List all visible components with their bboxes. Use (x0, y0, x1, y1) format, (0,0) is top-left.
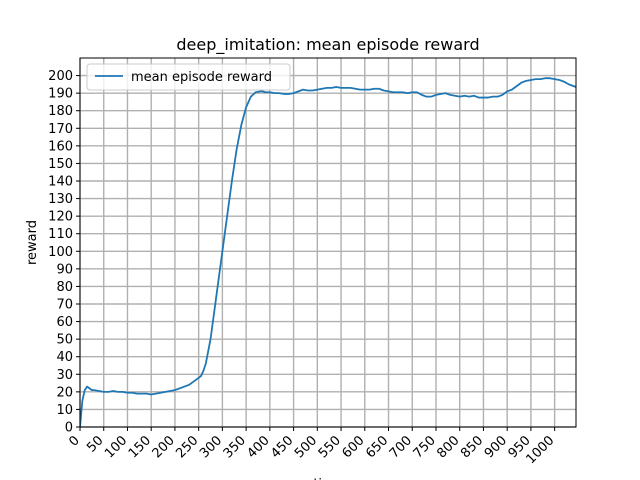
y-tick-label: 130 (48, 192, 73, 207)
y-tick-label: 190 (48, 87, 73, 102)
plot-frame (79, 57, 577, 428)
y-tick-label: 10 (56, 403, 73, 418)
legend-label: mean episode reward (131, 70, 272, 85)
y-tick-label: 70 (56, 298, 73, 313)
y-tick-label: 80 (56, 280, 73, 295)
y-axis-label: reward (25, 220, 40, 265)
y-tick-label: 110 (48, 227, 73, 242)
y-tick-label: 150 (48, 157, 73, 172)
chart-title: deep_imitation: mean episode reward (176, 35, 479, 55)
series-line (80, 77, 576, 427)
y-tick-label: 30 (56, 368, 73, 383)
y-tick-label: 0 (65, 421, 73, 436)
tick-layer: 0 501001502002503003504004505005506006507… (48, 69, 557, 467)
y-tick-label: 120 (48, 210, 73, 225)
y-tick-label: 50 (56, 333, 73, 348)
y-tick-label: 20 (56, 385, 73, 400)
y-tick-label: 140 (48, 175, 73, 190)
y-tick-label: 90 (56, 262, 73, 277)
legend: mean episode reward (86, 63, 291, 91)
y-tick-label: 180 (48, 104, 73, 119)
y-tick-label: 170 (48, 122, 73, 137)
x-axis-label: time (313, 477, 342, 480)
y-tick-label: 100 (48, 245, 73, 260)
y-tick-label: 200 (48, 69, 73, 84)
line-layer (80, 77, 576, 427)
y-tick-label: 60 (56, 315, 73, 330)
y-tick-label: 40 (56, 350, 73, 365)
legend-box (86, 63, 291, 91)
y-tick-label: 160 (48, 139, 73, 154)
